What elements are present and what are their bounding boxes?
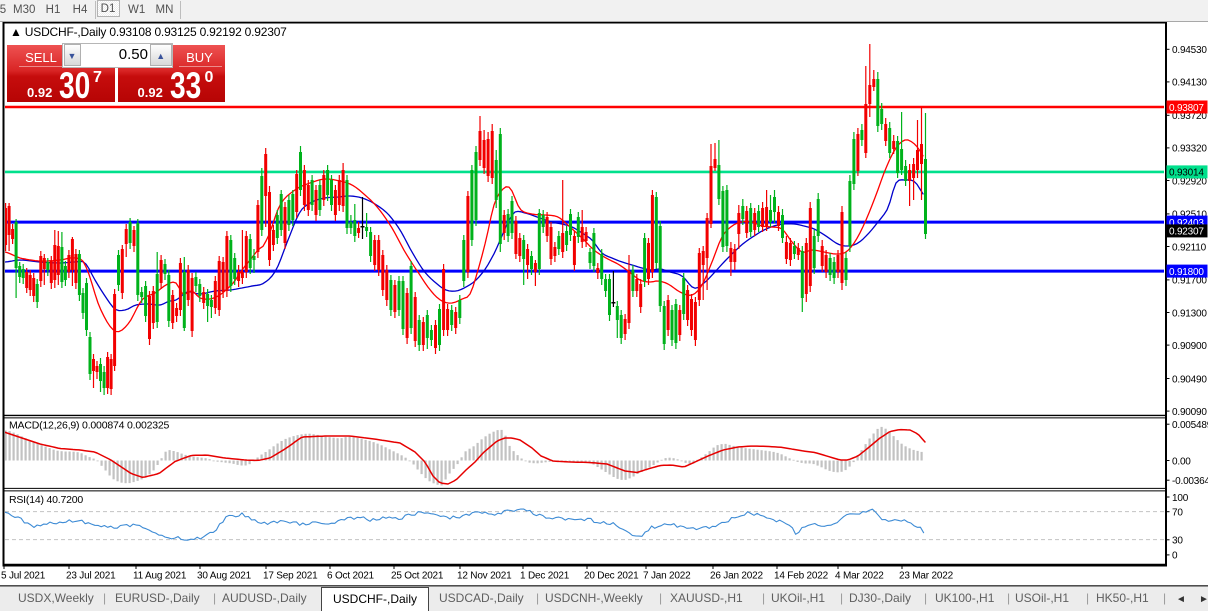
- svg-text:0.93720: 0.93720: [1172, 111, 1207, 122]
- svg-text:17 Sep 2021: 17 Sep 2021: [263, 571, 318, 582]
- svg-text:0.92403: 0.92403: [1169, 218, 1204, 229]
- svg-text:0.94530: 0.94530: [1172, 45, 1207, 56]
- svg-text:23 Jul 2021: 23 Jul 2021: [66, 571, 116, 582]
- svg-text:11 Aug 2021: 11 Aug 2021: [133, 571, 187, 582]
- svg-text:RSI(14) 40.7200: RSI(14) 40.7200: [9, 494, 83, 506]
- svg-text:23 Mar 2022: 23 Mar 2022: [899, 571, 954, 582]
- svg-text:0.90490: 0.90490: [1172, 374, 1207, 385]
- svg-text:0.00: 0.00: [1172, 456, 1191, 467]
- svg-text:30: 30: [1172, 536, 1183, 547]
- svg-text:25 Oct 2021: 25 Oct 2021: [391, 571, 444, 582]
- svg-text:▲ USDCHF-,Daily 0.93108 0.931: ▲ USDCHF-,Daily 0.93108 0.93125 0.92192 …: [10, 25, 287, 39]
- svg-text:0: 0: [1172, 551, 1178, 562]
- svg-text:6 Oct 2021: 6 Oct 2021: [327, 571, 375, 582]
- svg-text:0.92110: 0.92110: [1172, 242, 1207, 253]
- svg-text:MACD(12,26,9) 0.000874 0.00232: MACD(12,26,9) 0.000874 0.002325: [9, 420, 170, 432]
- svg-text:0.91300: 0.91300: [1172, 308, 1207, 319]
- svg-text:0.94130: 0.94130: [1172, 78, 1207, 89]
- svg-text:1 Dec 2021: 1 Dec 2021: [520, 571, 570, 582]
- svg-text:5 Jul 2021: 5 Jul 2021: [1, 571, 46, 582]
- svg-text:30 Aug 2021: 30 Aug 2021: [197, 571, 252, 582]
- svg-text:0.90090: 0.90090: [1172, 407, 1207, 418]
- svg-text:0.93807: 0.93807: [1169, 103, 1204, 114]
- svg-text:0.92307: 0.92307: [1169, 227, 1204, 238]
- svg-text:0.005489: 0.005489: [1172, 420, 1208, 431]
- svg-text:0.91700: 0.91700: [1172, 276, 1207, 287]
- svg-text:12 Nov 2021: 12 Nov 2021: [457, 571, 512, 582]
- svg-text:0.90900: 0.90900: [1172, 341, 1207, 352]
- svg-text:0.92920: 0.92920: [1172, 176, 1207, 187]
- svg-text:26 Jan 2022: 26 Jan 2022: [710, 571, 763, 582]
- svg-text:0.92510: 0.92510: [1172, 210, 1207, 221]
- svg-text:4 Mar 2022: 4 Mar 2022: [835, 571, 884, 582]
- svg-text:70: 70: [1172, 508, 1183, 519]
- svg-text:100: 100: [1172, 493, 1189, 504]
- svg-text:7 Jan 2022: 7 Jan 2022: [643, 571, 691, 582]
- svg-text:0.91800: 0.91800: [1169, 267, 1204, 278]
- svg-text:0.93014: 0.93014: [1169, 168, 1204, 179]
- svg-text:20 Dec 2021: 20 Dec 2021: [584, 571, 639, 582]
- svg-text:-0.003643: -0.003643: [1172, 476, 1208, 487]
- svg-text:14 Feb 2022: 14 Feb 2022: [774, 571, 829, 582]
- svg-text:0.93320: 0.93320: [1172, 144, 1207, 155]
